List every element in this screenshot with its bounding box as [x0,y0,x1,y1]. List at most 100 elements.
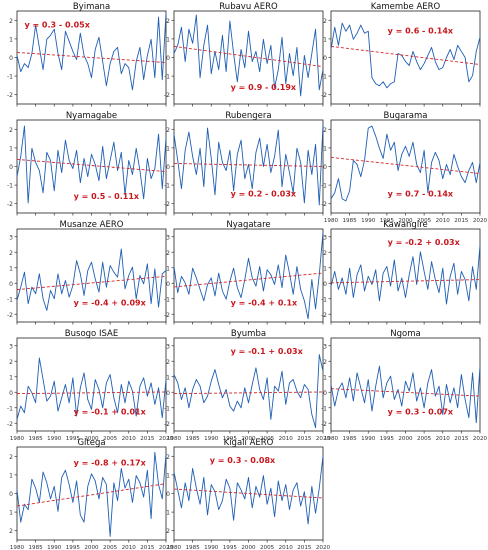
trend-equation: y = 0.2 - 0.03x [231,189,297,198]
x-tick-label: 1990 [361,436,376,442]
y-tick-label: -1 [164,405,170,412]
x-tick-label: 2000 [84,436,99,442]
trend-equation: y = 0.7 - 0.14x [388,189,454,198]
y-tick-label: 0 [9,55,13,62]
y-tick-label: 3 [323,234,327,241]
y-tick-label: 0 [166,491,170,498]
trend-equation: y = -0.4 + 0.1x [231,298,298,307]
y-tick-label: 2 [323,359,327,366]
x-tick-label: 1980 [324,218,339,224]
y-tick-label: -1 [321,405,327,412]
panel-title: Busogo ISAE [65,329,118,339]
x-tick-label: 2015 [140,436,155,442]
panel: Rubavu AERO 2 1 0 -1 -2 y = 0.9 - 0.19x [164,2,324,107]
x-tick-label: 1995 [380,218,395,224]
panel: Nyagatare 3 2 1 0 -1 -2 y = -0.4 + 0.1x [164,220,324,325]
y-tick-label: 1 [9,374,13,381]
y-tick-label: -2 [164,421,170,428]
panel-title: Rubengera [225,111,271,121]
panel: Musanze AERO 3 2 1 0 -1 -2 y = -0.4 + 0.09x [7,220,167,325]
trend-equation: y = 0.3 - 0.08x [210,456,276,465]
x-tick-label: 2010 [122,436,137,442]
y-tick-label: -1 [7,296,13,303]
y-tick-label: 1 [9,472,13,479]
trend-equation: y = 0.3 - 0.05x [24,21,90,30]
y-tick-label: -1 [164,183,170,190]
x-tick-label: 1995 [223,436,238,442]
y-tick-label: 0 [323,164,327,171]
y-tick-label: 1 [166,510,170,517]
panel-frame [173,446,324,541]
panel: Kawangire 3 2 1 0 -1 -2 y = -0.2 + 0.03x [321,220,481,325]
y-tick-label: 0 [166,164,170,171]
y-tick-label: 2 [9,18,13,25]
panel-title: Rubavu AERO [219,2,278,12]
x-tick-label: 1995 [66,545,81,550]
x-tick-label: 1985 [29,545,44,550]
x-tick-label: 1990 [361,218,376,224]
x-tick-label: 1990 [204,545,219,550]
y-tick-label: -1 [321,296,327,303]
x-tick-label: 2015 [297,436,312,442]
trend-equation: y = 0.3 - 0.07x [388,407,454,416]
panel-title: Gitega [77,438,105,448]
x-tick-label: 1980 [10,545,25,550]
y-tick-label: -2 [164,312,170,319]
y-tick-label: 1 [9,510,13,517]
y-tick-label: 1 [323,145,327,152]
y-tick-label: 1 [166,36,170,43]
x-tick-label: 1995 [66,436,81,442]
panel: Busogo ISAE 3 2 1 0 -1 -2 1980 1985 1990 1995 2000 2… [7,329,174,442]
y-tick-label: -2 [321,421,327,428]
y-tick-label: -2 [321,312,327,319]
x-tick-label: 2020 [316,436,331,442]
panel-title: Kigali AERO [224,438,274,448]
y-tick-label: 0 [9,491,13,498]
x-tick-label: 2000 [398,218,413,224]
y-tick-label: -1 [7,405,13,412]
panel-frame [16,446,167,541]
x-tick-label: 1990 [47,436,62,442]
y-tick-label: -2 [7,201,13,208]
y-tick-label: -1 [164,74,170,81]
panel-frame [330,119,481,214]
y-tick-label: -1 [321,183,327,190]
x-tick-label: 1985 [29,436,44,442]
x-tick-label: 1980 [324,436,339,442]
panel-title: Nyamagabe [66,111,117,121]
x-tick-label: 2010 [279,545,294,550]
panel-title: Musanze AERO [60,220,124,230]
y-tick-label: 2 [9,454,13,461]
y-tick-label: 0 [9,281,13,288]
y-tick-label: 0 [323,281,327,288]
y-tick-label: -2 [321,201,327,208]
trend-equation: y = 0.5 - 0.11x [74,192,140,201]
panel-title: Ngoma [390,329,420,339]
series-line [173,232,324,320]
series-line [330,365,481,424]
panel-title: Byimana [73,2,110,12]
panel: Ngoma 3 2 1 0 -1 -2 1980 1985 1990 1995 2000 2005 201… [321,329,488,442]
panel-title: Byumba [231,329,266,339]
x-tick-label: 2005 [260,436,275,442]
x-tick-label: 2005 [260,545,275,550]
x-tick-label: 1980 [167,436,182,442]
trend-equation: y = -0.2 + 0.03x [388,238,461,247]
trend-line [173,45,324,68]
trend-line [330,45,481,66]
trend-equation: y = -0.1 + 0.03x [231,347,304,356]
x-tick-label: 1985 [343,436,358,442]
y-tick-label: 0 [323,55,327,62]
y-tick-label: 2 [166,528,170,535]
x-tick-label: 2015 [454,218,469,224]
y-tick-label: 3 [9,234,13,241]
y-tick-label: 2 [166,127,170,134]
y-tick-label: 0 [166,55,170,62]
x-tick-label: 2010 [436,218,451,224]
x-tick-label: 2010 [436,436,451,442]
x-tick-label: 2010 [122,545,137,550]
x-tick-label: 2020 [473,436,488,442]
x-tick-label: 2020 [159,436,174,442]
panel-frame [330,337,481,432]
